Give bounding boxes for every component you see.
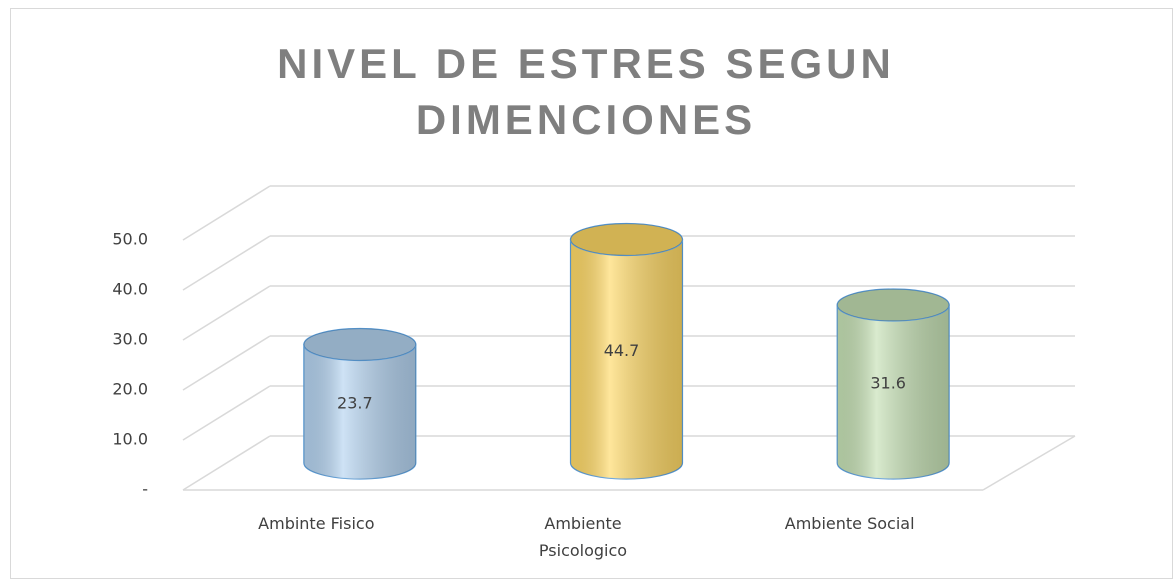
grid-line [182,235,271,291]
y-tick-label: - [142,480,148,499]
grid-line [182,335,271,391]
x-tick-label: Ambiente Social [784,514,915,533]
y-tick-label: 20.0 [112,380,148,399]
y-tick-label: 10.0 [112,430,148,449]
cylinder-top-shade [303,328,416,361]
floor-edge [982,435,1076,491]
cylinder-top [836,288,950,322]
chart-title: NIVEL DE ESTRES SEGUN DIMENCIONES [277,40,895,143]
grid-line [182,285,271,341]
data-label: 44.7 [604,341,640,360]
cylinder-top [569,222,684,257]
data-label: 31.6 [870,374,906,393]
cylinder-shade [837,305,950,479]
y-tick-label: 40.0 [112,280,148,299]
grid-line [182,185,271,241]
cylinder-shade [303,344,416,479]
y-tick-label: 30.0 [112,330,148,349]
cylinder-top-shade [570,223,683,256]
data-label: 23.7 [337,393,373,412]
x-tick-label: Ambinte Fisico [258,514,375,533]
cylinder-top-shade [837,289,950,321]
cylinder-top [303,327,417,362]
y-tick-label: 50.0 [112,230,148,249]
grid-line [182,435,271,491]
x-tick-label: Ambiente Psicologico [538,514,628,560]
cylinder-shade [570,239,683,479]
grid-line [182,385,271,441]
